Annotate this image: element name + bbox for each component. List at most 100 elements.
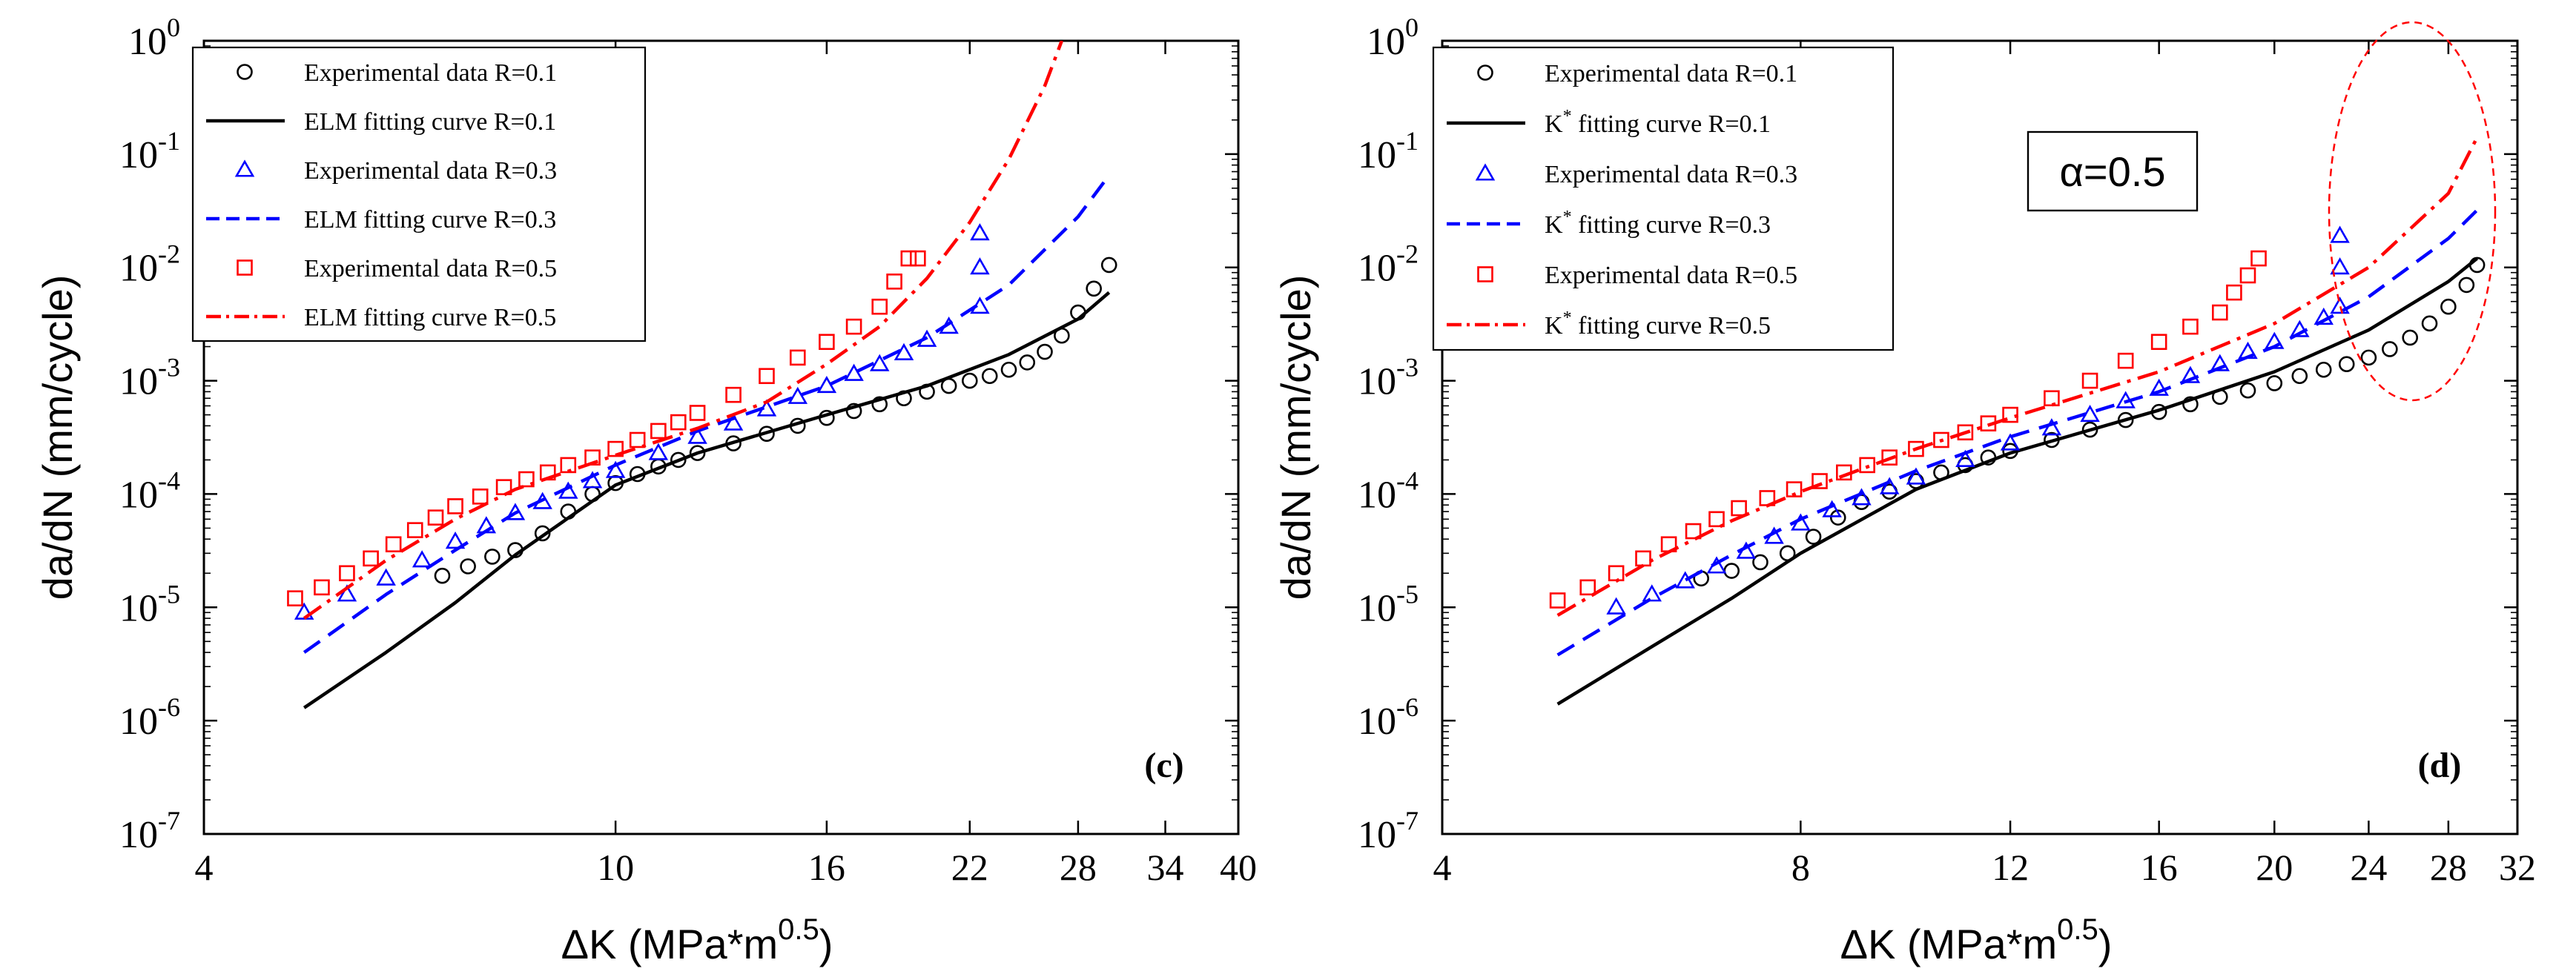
data-point [534,525,551,542]
data-point [2210,354,2230,371]
legend-marker [234,159,255,177]
x-tick-label: 40 [1220,847,1257,888]
fit-curve-line [303,291,1111,709]
panel-label: (c) [1144,746,1183,785]
y-axis-label: da/dN (mm/cycle) [34,275,81,600]
legend: Experimental data R=0.1 K* fitting curve … [1432,46,1895,351]
panel-label: (d) [2418,746,2462,785]
data-point [1019,354,1036,371]
legend-label: ELM fitting curve R=0.3 [304,206,556,234]
y-tick-label: 10-5 [119,579,180,629]
data-point [314,579,330,596]
data-point [871,396,888,413]
data-point [1685,523,1702,540]
data-point [2150,334,2167,351]
y-tick-label: 100 [1367,13,1419,63]
data-point [1752,554,1768,571]
x-tick-label: 10 [597,847,634,888]
data-point [385,536,402,553]
data-point [363,550,379,567]
data-point [1675,571,1695,589]
data-point [1635,550,1651,567]
series-6 [1556,136,2479,618]
legend-label: K* fitting curve R=0.1 [1545,107,1771,138]
y-tick-label: 10-4 [1358,466,1419,516]
data-point [1957,424,1974,441]
data-point [1829,509,1846,526]
series-2 [1556,256,2479,706]
x-tick-label: 22 [951,847,988,888]
legend-label: Experimental data R=0.5 [1545,262,1797,289]
data-point [1549,592,1566,609]
legend-box [191,46,647,342]
legend-item: Experimental data R=0.5 [237,255,557,282]
legend-item: ELM fitting curve R=0.5 [206,304,556,331]
y-tick-label: 10-6 [119,692,180,743]
data-point [2211,304,2228,321]
data-point [2081,372,2098,389]
data-point [687,426,707,444]
data-point [1708,511,1725,528]
data-point [427,509,444,526]
data-point [819,334,835,351]
data-layer [287,41,1117,709]
data-point [406,522,423,538]
data-point [650,423,667,440]
data-point [2226,284,2242,301]
series-4 [303,174,1111,654]
data-point [287,590,303,606]
legend-label: Experimental data R=0.5 [304,255,557,282]
x-tick-label: 4 [1433,847,1452,888]
data-point [472,489,489,505]
data-point [670,414,687,431]
fit-curve-line [1556,208,2479,657]
legend-label: Experimental data R=0.1 [1545,60,1797,87]
data-point [869,354,890,371]
data-point [2182,396,2199,413]
data-point [1933,431,1949,448]
data-point [582,471,603,489]
y-tick-label: 10-7 [1358,806,1419,856]
data-point [339,565,355,582]
legend-item: K* fitting curve R=0.5 [1447,308,1771,340]
data-point [1606,597,1626,615]
data-point [434,567,451,584]
data-point [886,274,902,290]
legend-label: K* fitting curve R=0.3 [1545,208,1771,239]
y-tick-label: 10-2 [119,239,180,290]
y-tick-label: 10-3 [1358,353,1419,403]
data-point [294,602,314,620]
legend-item: Experimental data R=0.1 [1477,60,1797,87]
data-point [2338,356,2355,373]
data-point [412,550,432,568]
legend-box [1432,46,1895,351]
legend-item: ELM fitting curve R=0.1 [206,108,556,136]
plot-area-frame [1441,39,2519,835]
data-point [1579,579,1596,596]
x-tick-label: 8 [1791,847,1810,888]
data-point [2117,411,2134,428]
legend-label: K* fitting curve R=0.5 [1545,308,1771,340]
legend-label: Experimental data R=0.1 [304,59,557,87]
data-point [910,250,926,267]
data-point [970,257,990,275]
data-point [2117,352,2134,369]
data-point [505,503,526,520]
data-point [1786,481,1803,497]
legend-item: Experimental data R=0.3 [1475,161,1797,188]
alpha-annotation-text: α=0.5 [2060,148,2166,195]
data-point [2315,361,2332,378]
data-point [2458,277,2475,294]
legend-item: K* fitting curve R=0.1 [1447,107,1771,138]
legend-marker [237,64,253,80]
series-4 [1556,208,2479,657]
y-tick-label: 10-4 [119,466,180,516]
legend-marker [1477,266,1493,282]
data-point [648,443,669,460]
data-point [2421,315,2438,332]
data-point [689,445,706,461]
data-point [629,431,646,448]
data-point [981,368,998,385]
data-point [2290,320,2310,337]
data-point [725,386,742,403]
